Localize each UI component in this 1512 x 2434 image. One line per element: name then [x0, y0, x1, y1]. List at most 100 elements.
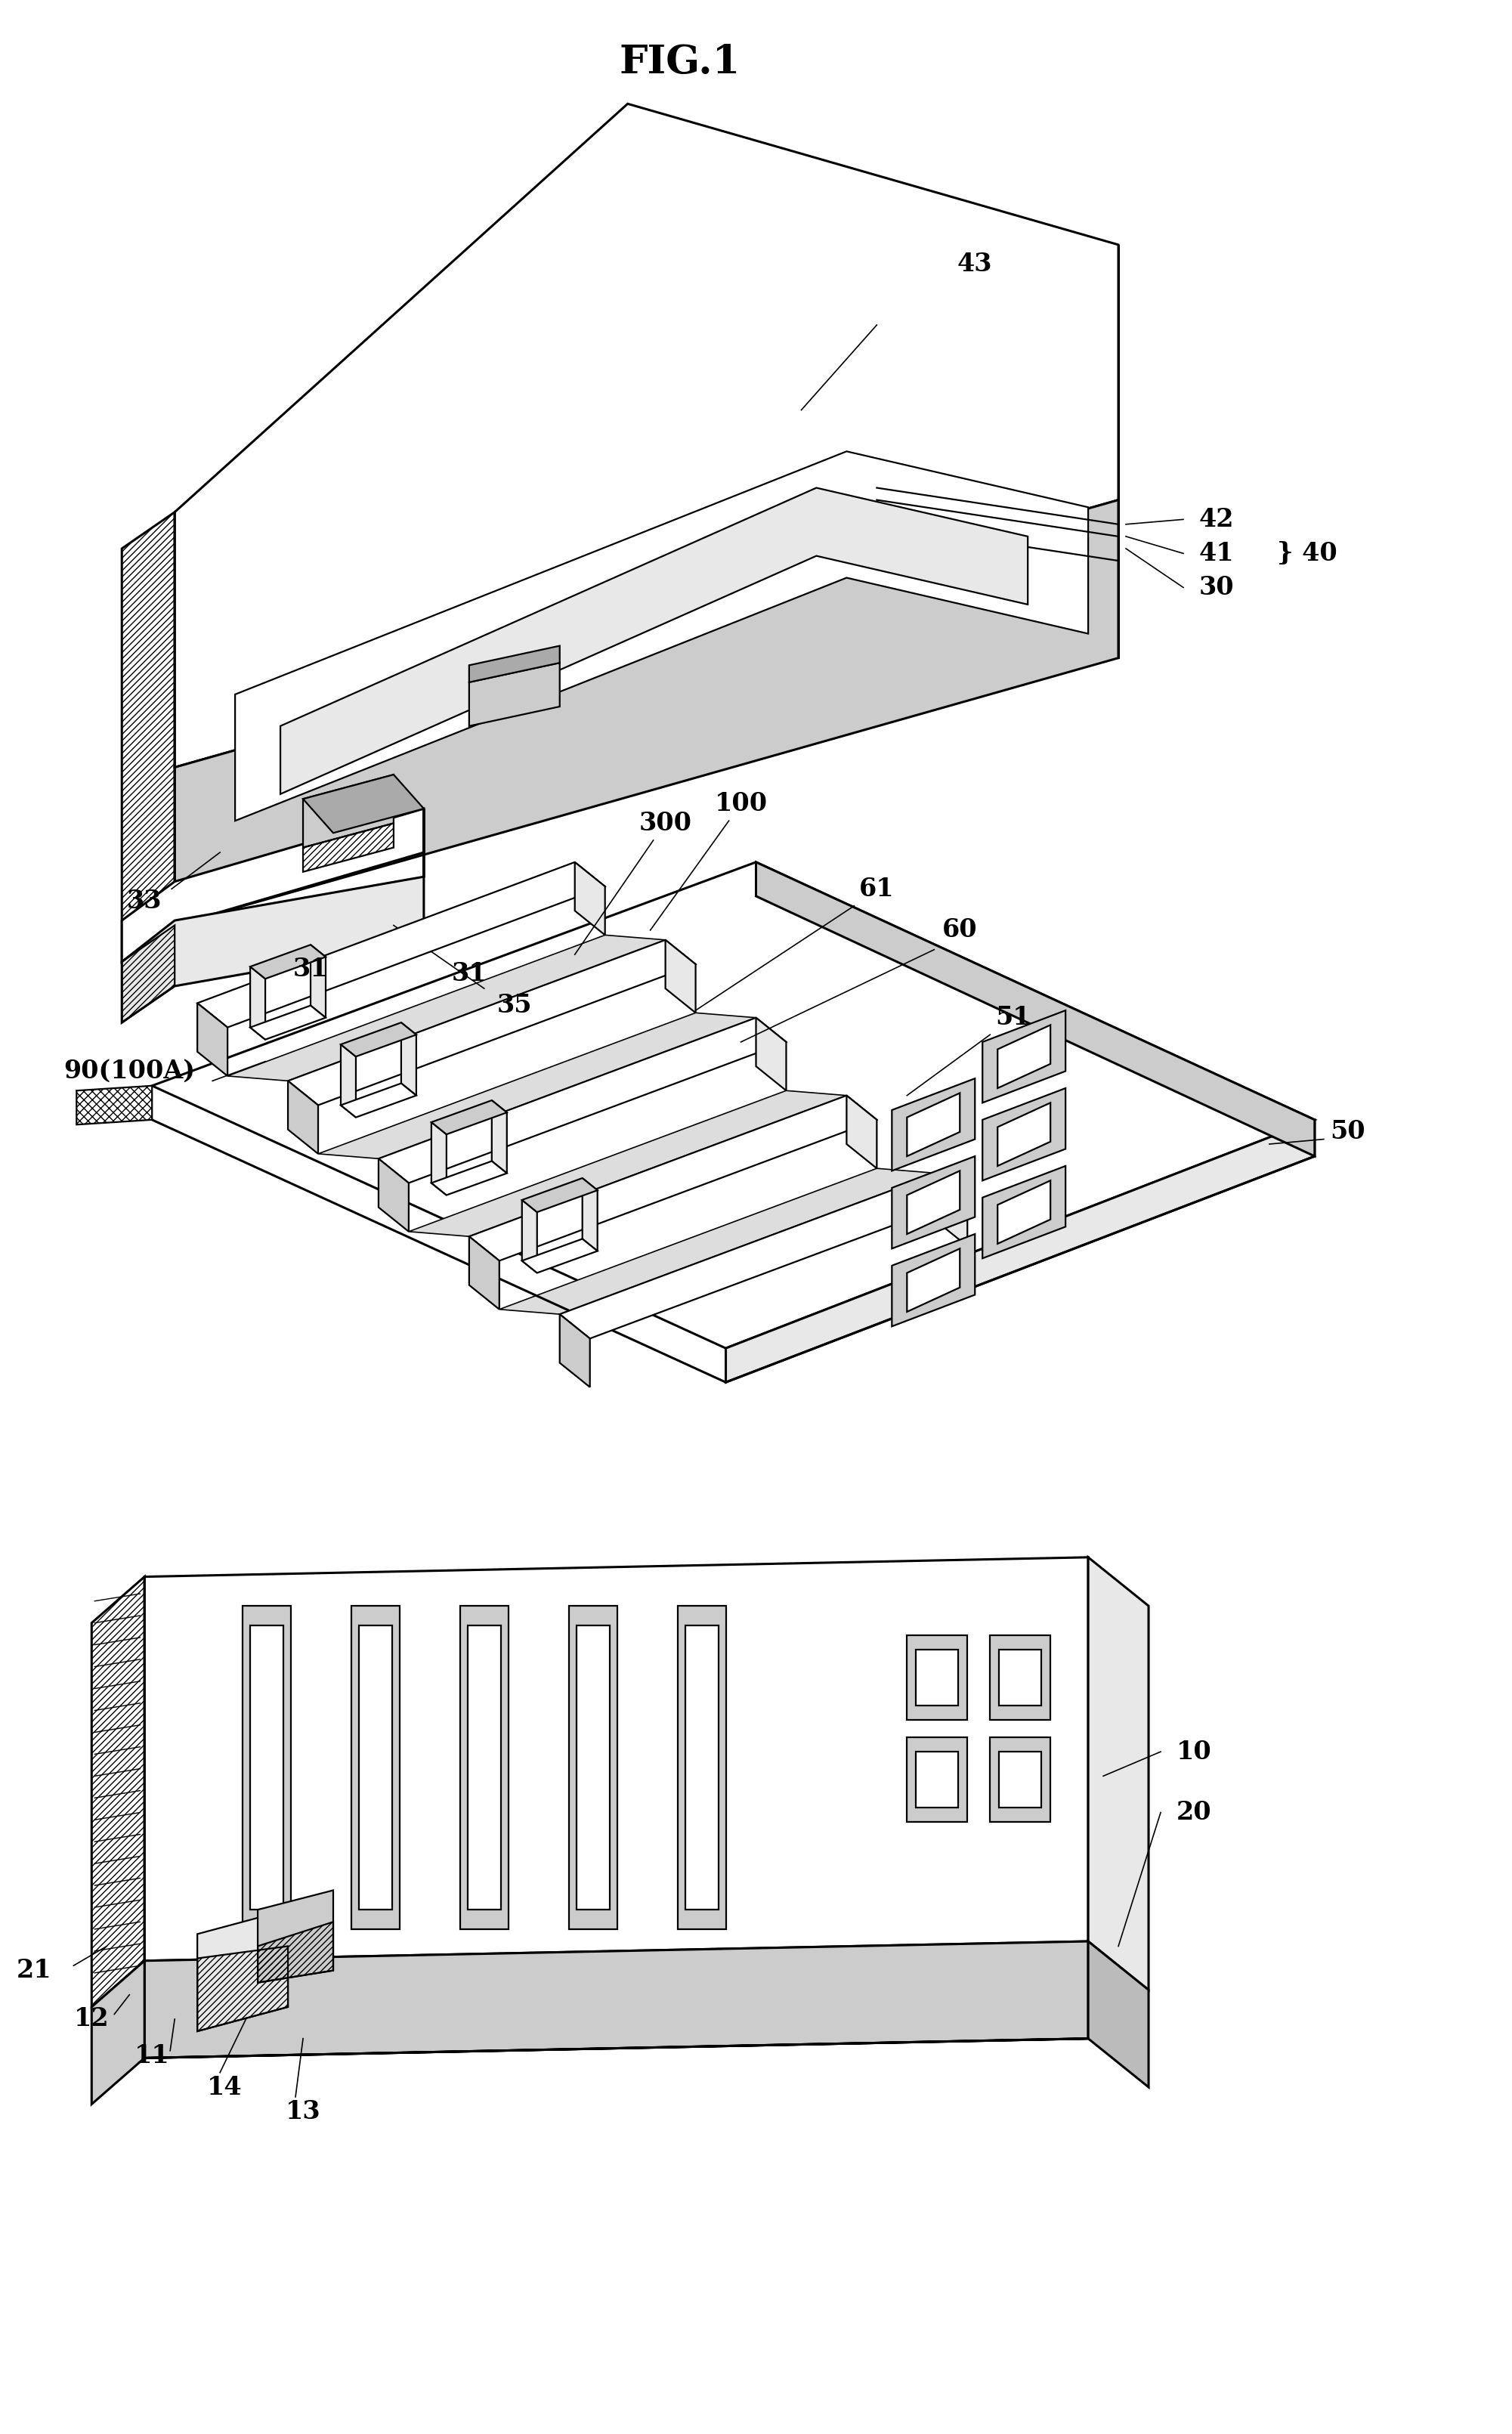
Polygon shape	[998, 1103, 1051, 1166]
Polygon shape	[249, 944, 325, 978]
Text: 61: 61	[859, 876, 895, 901]
Text: 20: 20	[1176, 1801, 1211, 1826]
Polygon shape	[983, 1010, 1066, 1103]
Text: FIG.1: FIG.1	[620, 44, 741, 83]
Polygon shape	[460, 1606, 508, 1930]
Polygon shape	[582, 1178, 597, 1251]
Polygon shape	[983, 1166, 1066, 1258]
Polygon shape	[249, 1005, 325, 1039]
Polygon shape	[469, 645, 559, 682]
Text: 60: 60	[942, 918, 977, 942]
Polygon shape	[257, 1891, 333, 1984]
Polygon shape	[892, 1234, 975, 1327]
Text: 14: 14	[207, 2074, 242, 2101]
Polygon shape	[726, 1120, 1314, 1383]
Polygon shape	[559, 1314, 590, 1387]
Text: 42: 42	[1199, 506, 1234, 533]
Polygon shape	[287, 1081, 318, 1154]
Polygon shape	[302, 774, 393, 847]
Polygon shape	[310, 944, 325, 1017]
Polygon shape	[145, 1558, 1089, 1962]
Polygon shape	[153, 862, 1314, 1348]
Polygon shape	[431, 1161, 507, 1195]
Polygon shape	[431, 1100, 507, 1134]
Polygon shape	[145, 1942, 1149, 2088]
Polygon shape	[999, 1752, 1042, 1808]
Polygon shape	[907, 1171, 960, 1234]
Polygon shape	[998, 1180, 1051, 1244]
Text: 35: 35	[497, 993, 532, 1017]
Polygon shape	[198, 1003, 227, 1076]
Polygon shape	[198, 1911, 287, 2032]
Text: 43: 43	[957, 251, 992, 277]
Text: 51: 51	[995, 1005, 1030, 1030]
Text: 31: 31	[293, 957, 328, 981]
Polygon shape	[198, 862, 605, 1027]
Polygon shape	[907, 1636, 968, 1721]
Polygon shape	[1089, 1558, 1149, 1991]
Polygon shape	[227, 935, 665, 1081]
Polygon shape	[340, 1044, 355, 1117]
Polygon shape	[351, 1606, 399, 1930]
Polygon shape	[401, 1022, 416, 1095]
Text: 300: 300	[640, 811, 692, 835]
Polygon shape	[522, 1200, 537, 1273]
Polygon shape	[937, 1173, 968, 1246]
Text: 50: 50	[1329, 1120, 1365, 1144]
Polygon shape	[990, 1636, 1051, 1721]
Polygon shape	[378, 1017, 786, 1183]
Text: 41: 41	[1199, 540, 1234, 567]
Polygon shape	[907, 1738, 968, 1823]
Polygon shape	[431, 1122, 446, 1195]
Polygon shape	[999, 1650, 1042, 1706]
Polygon shape	[249, 1626, 283, 1911]
Polygon shape	[522, 1178, 597, 1212]
Polygon shape	[92, 1962, 145, 2103]
Polygon shape	[467, 1626, 500, 1911]
Text: 33: 33	[127, 888, 162, 913]
Text: 13: 13	[286, 2098, 321, 2125]
Polygon shape	[559, 1173, 968, 1339]
Polygon shape	[983, 1088, 1066, 1180]
Polygon shape	[990, 1738, 1051, 1823]
Polygon shape	[234, 450, 1089, 820]
Text: 31: 31	[452, 961, 487, 986]
Polygon shape	[907, 1249, 960, 1312]
Polygon shape	[408, 1090, 847, 1236]
Polygon shape	[575, 862, 605, 935]
Polygon shape	[145, 1942, 1089, 2059]
Polygon shape	[847, 1095, 877, 1168]
Polygon shape	[576, 1626, 609, 1911]
Polygon shape	[249, 966, 265, 1039]
Polygon shape	[665, 940, 696, 1013]
Polygon shape	[677, 1606, 726, 1930]
Polygon shape	[175, 499, 1119, 925]
Polygon shape	[378, 1159, 408, 1232]
Text: 90(100A): 90(100A)	[64, 1059, 195, 1083]
Polygon shape	[287, 940, 696, 1105]
Polygon shape	[685, 1626, 718, 1911]
Polygon shape	[302, 774, 423, 832]
Polygon shape	[998, 1025, 1051, 1088]
Polygon shape	[522, 1239, 597, 1273]
Text: 12: 12	[74, 2006, 109, 2032]
Polygon shape	[469, 662, 559, 725]
Polygon shape	[916, 1752, 959, 1808]
Polygon shape	[892, 1156, 975, 1249]
Polygon shape	[892, 1078, 975, 1171]
Polygon shape	[469, 1095, 877, 1261]
Polygon shape	[318, 1013, 756, 1159]
Polygon shape	[358, 1626, 392, 1911]
Text: 30: 30	[1199, 574, 1234, 599]
Polygon shape	[122, 808, 423, 1022]
Polygon shape	[907, 1093, 960, 1156]
Polygon shape	[491, 1100, 507, 1173]
Polygon shape	[499, 1168, 937, 1314]
Polygon shape	[280, 487, 1028, 793]
Text: 10: 10	[1176, 1740, 1211, 1765]
Polygon shape	[569, 1606, 617, 1930]
Polygon shape	[242, 1606, 290, 1930]
Polygon shape	[340, 1083, 416, 1117]
Text: 100: 100	[714, 791, 768, 815]
Polygon shape	[175, 105, 1119, 767]
